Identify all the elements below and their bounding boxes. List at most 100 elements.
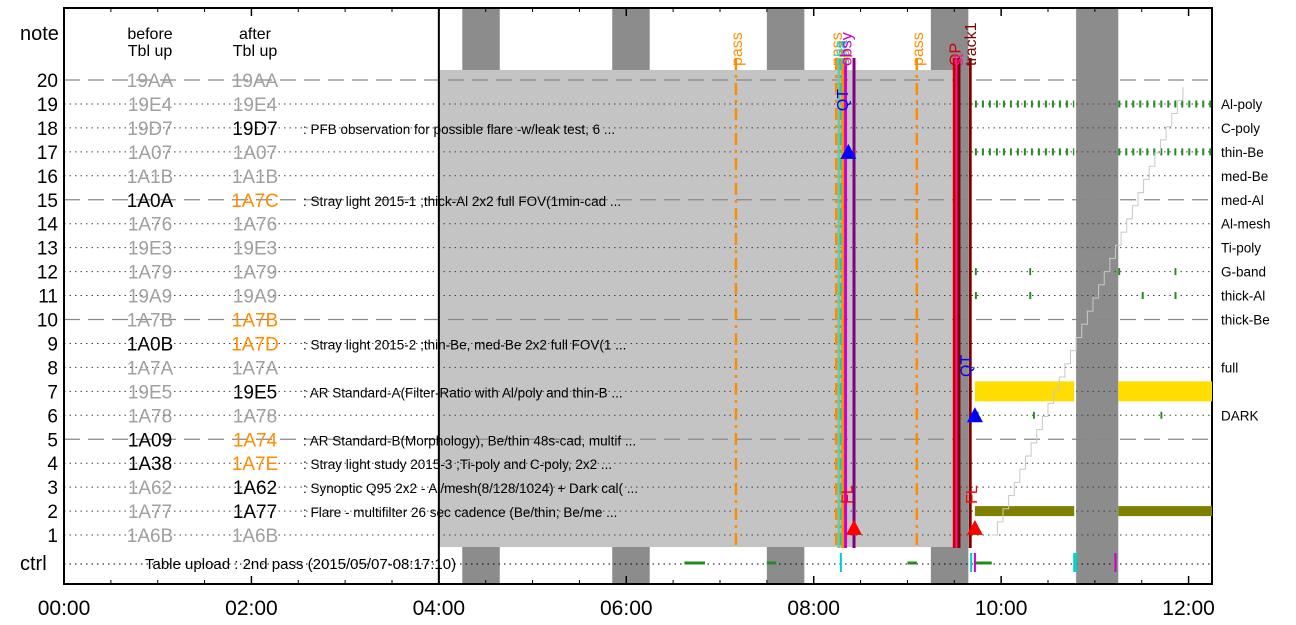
before-code: 19A9 (128, 287, 172, 308)
filter-label: med-Be (1221, 169, 1268, 184)
after-code: 1A6B (232, 526, 278, 547)
after-code: 1A1B (232, 167, 278, 188)
after-code: 1A07 (233, 143, 277, 164)
before-code: 1A76 (128, 215, 172, 236)
before-code: 19E4 (128, 95, 173, 116)
row-description: : PFB observation for possible flare -w/… (303, 122, 615, 137)
before-code: 1A0A (127, 191, 174, 212)
note-number: 14 (37, 215, 59, 236)
x-tick-label: 06:00 (600, 597, 653, 620)
after-code: 1A7B (232, 311, 278, 332)
filter-label: full (1221, 360, 1238, 375)
x-tick-label: 08:00 (787, 597, 840, 620)
event-label: pass (829, 32, 846, 66)
filter-label: Al-mesh (1221, 217, 1271, 232)
after-code: 19E4 (233, 95, 278, 116)
note-number: 6 (47, 406, 58, 427)
ctrl-label: ctrl (20, 553, 47, 575)
plot-frame (63, 7, 1213, 585)
row-description: : Stray light study 2015-3 ;Ti-poly and … (303, 457, 612, 472)
before-code: 1A1B (127, 167, 173, 188)
after-code: 1A7E (232, 454, 278, 475)
schedule-bar (974, 381, 1075, 402)
filter-label: thick-Al (1221, 289, 1265, 304)
filter-label: Ti-poly (1221, 241, 1261, 256)
before-code: 19E3 (128, 239, 172, 260)
x-tick-label: 10:00 (975, 597, 1028, 620)
event-label: sp (836, 49, 853, 66)
shaded-region (438, 70, 959, 548)
schedule-bar (1118, 381, 1212, 402)
note-number: 3 (47, 478, 58, 499)
note-number: 2 (47, 502, 58, 523)
after-code: 19E3 (233, 239, 277, 260)
row-description: : Synoptic Q95 2x2 - Al/mesh(8/128/1024)… (303, 481, 638, 496)
note-number: 12 (37, 263, 58, 284)
before-code: 19E5 (128, 382, 172, 403)
filter-label: Al-poly (1221, 97, 1263, 112)
ctrl-text: Table upload : 2nd pass (2015/05/07-08:1… (145, 556, 456, 573)
note-number: 13 (37, 239, 58, 260)
row-description: : Stray light 2015-2 ;thin-Be, med-Be 2x… (303, 337, 626, 352)
note-number: 16 (37, 167, 58, 188)
filter-label: G-band (1221, 265, 1266, 280)
mark-layer (684, 58, 1212, 572)
before-code: 1A07 (128, 143, 172, 164)
schedule-bar (1118, 506, 1212, 517)
after-header-line1: after (239, 26, 272, 43)
after-code: 1A79 (233, 263, 277, 284)
triangle-marker (966, 519, 983, 535)
event-label: obs (832, 40, 849, 66)
event-label: track1 (963, 22, 980, 66)
triangle-marker (846, 519, 863, 535)
event-label: saa (834, 40, 851, 66)
row-description: : Stray light 2015-1 ;thick-Al 2x2 full … (303, 194, 621, 209)
note-number: 11 (38, 287, 58, 308)
before-code: 1A6B (127, 526, 173, 547)
before-code: 1A78 (128, 406, 172, 427)
row-description: : AR Standard-A(Filter-Ratio with Al/pol… (303, 385, 623, 400)
after-code: 19D7 (232, 119, 277, 140)
x-tick-label: 04:00 (413, 597, 466, 620)
after-header-line2: Tbl up (233, 43, 278, 60)
row-description: : Flare - multifilter 26 sec cadence (Be… (303, 505, 617, 520)
note-number: 4 (47, 454, 58, 475)
marker-label: QT (835, 89, 852, 111)
note-number: 9 (47, 334, 58, 355)
after-code: 1A77 (233, 502, 277, 523)
before-code: 1A79 (128, 263, 172, 284)
x-tick-label: 12:00 (1162, 597, 1215, 620)
note-number: 8 (47, 358, 58, 379)
row-description: : AR Standard-B(Morphology), Be/thin 48s… (303, 433, 636, 448)
triangle-marker (966, 407, 983, 423)
note-number: 19 (37, 95, 58, 116)
note-number: 10 (37, 311, 58, 332)
event-label: pass (729, 32, 746, 66)
filter-label: med-Al (1221, 193, 1264, 208)
filter-label: thick-Be (1221, 313, 1270, 328)
event-label: OP (947, 43, 964, 66)
x-tick-label: 00:00 (38, 597, 91, 620)
grid-layer (63, 7, 1213, 585)
x-tick-label: 02:00 (225, 597, 278, 620)
note-number: 1 (47, 526, 58, 547)
after-code: 1A7C (231, 191, 279, 212)
schedule-bar (974, 506, 1075, 517)
filter-label: C-poly (1221, 121, 1260, 136)
before-code: 19AA (127, 71, 174, 92)
before-code: 1A62 (128, 478, 172, 499)
after-code: 19E5 (233, 382, 277, 403)
before-header-line1: before (127, 26, 172, 43)
note-header: note (20, 23, 59, 45)
staircase-curve (991, 87, 1184, 536)
after-code: 1A62 (233, 478, 277, 499)
before-code: 1A38 (128, 454, 172, 475)
filter-label: thin-Be (1221, 145, 1264, 160)
note-number: 20 (37, 71, 58, 92)
note-number: 7 (47, 382, 58, 403)
after-code: 1A7D (231, 334, 279, 355)
event-label: st (950, 53, 967, 66)
marker-label: QT (959, 355, 976, 377)
before-header-line2: Tbl up (128, 43, 173, 60)
